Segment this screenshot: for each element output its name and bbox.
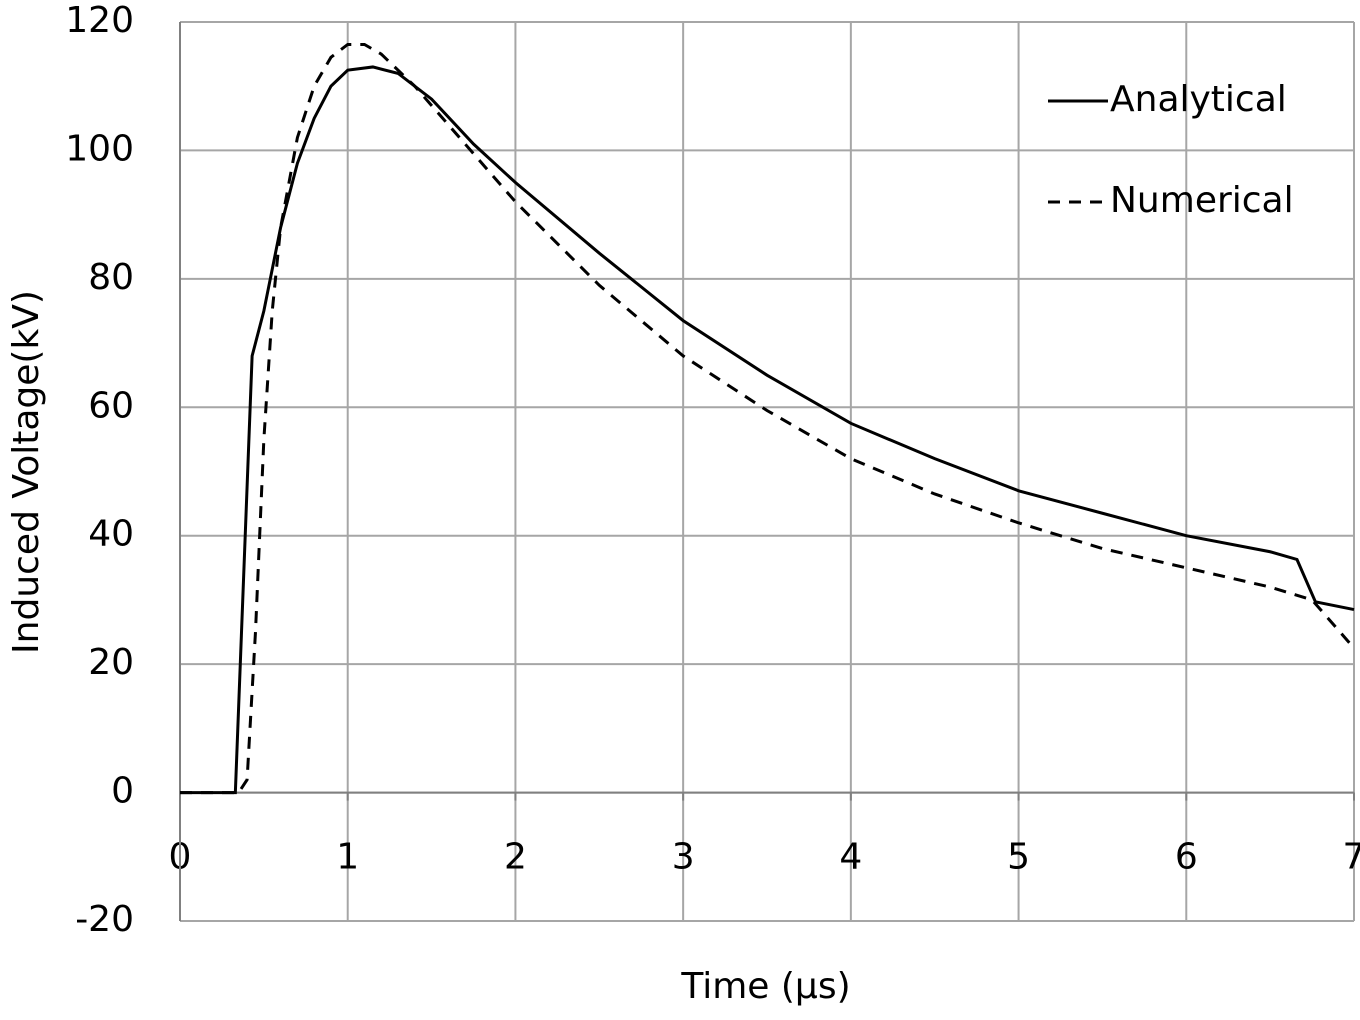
- y-tick-label: 0: [111, 771, 134, 812]
- y-axis-label: Induced Voltage(kV): [6, 290, 47, 654]
- y-tick-label: 40: [88, 514, 134, 555]
- legend-label: Numerical: [1110, 180, 1294, 221]
- x-tick-label: 4: [839, 837, 862, 878]
- x-tick-label: 7: [1343, 837, 1360, 878]
- legend-label: Analytical: [1110, 79, 1287, 120]
- x-axis-label: Time (µs): [680, 966, 850, 1007]
- y-tick-label: 60: [88, 385, 134, 426]
- x-tick-label: 1: [336, 837, 359, 878]
- x-tick-label: 6: [1175, 837, 1198, 878]
- series-line: [180, 65, 1355, 795]
- y-tick-label: -20: [75, 899, 134, 940]
- y-tick-label: 100: [65, 128, 134, 169]
- series-line: [180, 42, 1356, 795]
- y-tick-label: 80: [88, 257, 134, 298]
- x-tick-label: 5: [1007, 837, 1030, 878]
- x-tick-label: 2: [504, 837, 527, 878]
- y-tick-label: 20: [88, 642, 134, 683]
- x-tick-label: 3: [672, 837, 695, 878]
- y-tick-label: 120: [65, 0, 134, 41]
